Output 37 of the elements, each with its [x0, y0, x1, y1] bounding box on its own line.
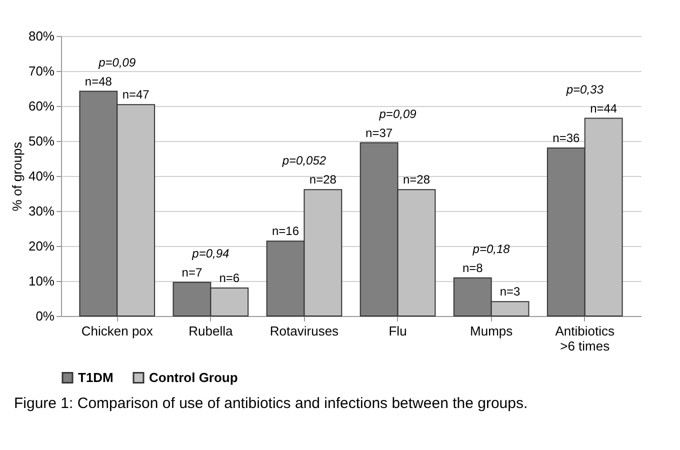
x-tick-label: Chicken pox: [81, 324, 154, 338]
y-tick-label: 30%: [28, 204, 55, 218]
annotation: n=6: [219, 271, 240, 285]
annotation: p=0,09: [98, 55, 136, 70]
y-tick-label: 60%: [28, 98, 55, 114]
y-tick-label: 20%: [28, 238, 55, 254]
annotation: n=3: [500, 284, 521, 299]
annotation: n=8: [462, 260, 484, 275]
annotation: p=0,18: [472, 242, 510, 256]
annotation: p=0,94: [191, 246, 230, 260]
y-tick-label: 40%: [28, 168, 55, 184]
y-tick-label: 80%: [28, 28, 55, 44]
annotation: n=48: [84, 74, 112, 88]
y-tick-label: 70%: [28, 64, 55, 78]
y-tick-label: 0%: [36, 308, 55, 324]
annotation: n=36: [552, 131, 580, 145]
legend-label: T1DM: [78, 370, 114, 385]
annotation: n=44: [590, 101, 618, 116]
annotation: n=28: [402, 172, 430, 187]
x-tick-label: Rubella: [188, 324, 234, 338]
x-tick-label: Mumps: [470, 324, 514, 338]
annotation: n=37: [366, 126, 393, 140]
annotation: n=16: [272, 224, 300, 238]
x-tick-label: Antibiotics >6 times: [555, 324, 615, 354]
y-tick-label: 50%: [28, 134, 55, 148]
annotation: n=47: [122, 88, 150, 102]
annotation: p=0,33: [565, 82, 604, 96]
annotation: p=0,052: [281, 154, 326, 168]
x-tick-label: Flu: [388, 324, 407, 338]
x-tick-label: Rotaviruses: [270, 324, 340, 338]
y-tick-label: 10%: [28, 274, 55, 288]
annotation: n=28: [309, 172, 337, 187]
caption: Figure 1: Comparison of use of antibiotics and infections between the groups.: [14, 395, 529, 412]
annotation: n=7: [182, 265, 202, 280]
y-axis-title: % of groups: [9, 141, 24, 212]
annotation: p=0,09: [378, 106, 417, 121]
legend-label: Control Group: [149, 370, 238, 385]
